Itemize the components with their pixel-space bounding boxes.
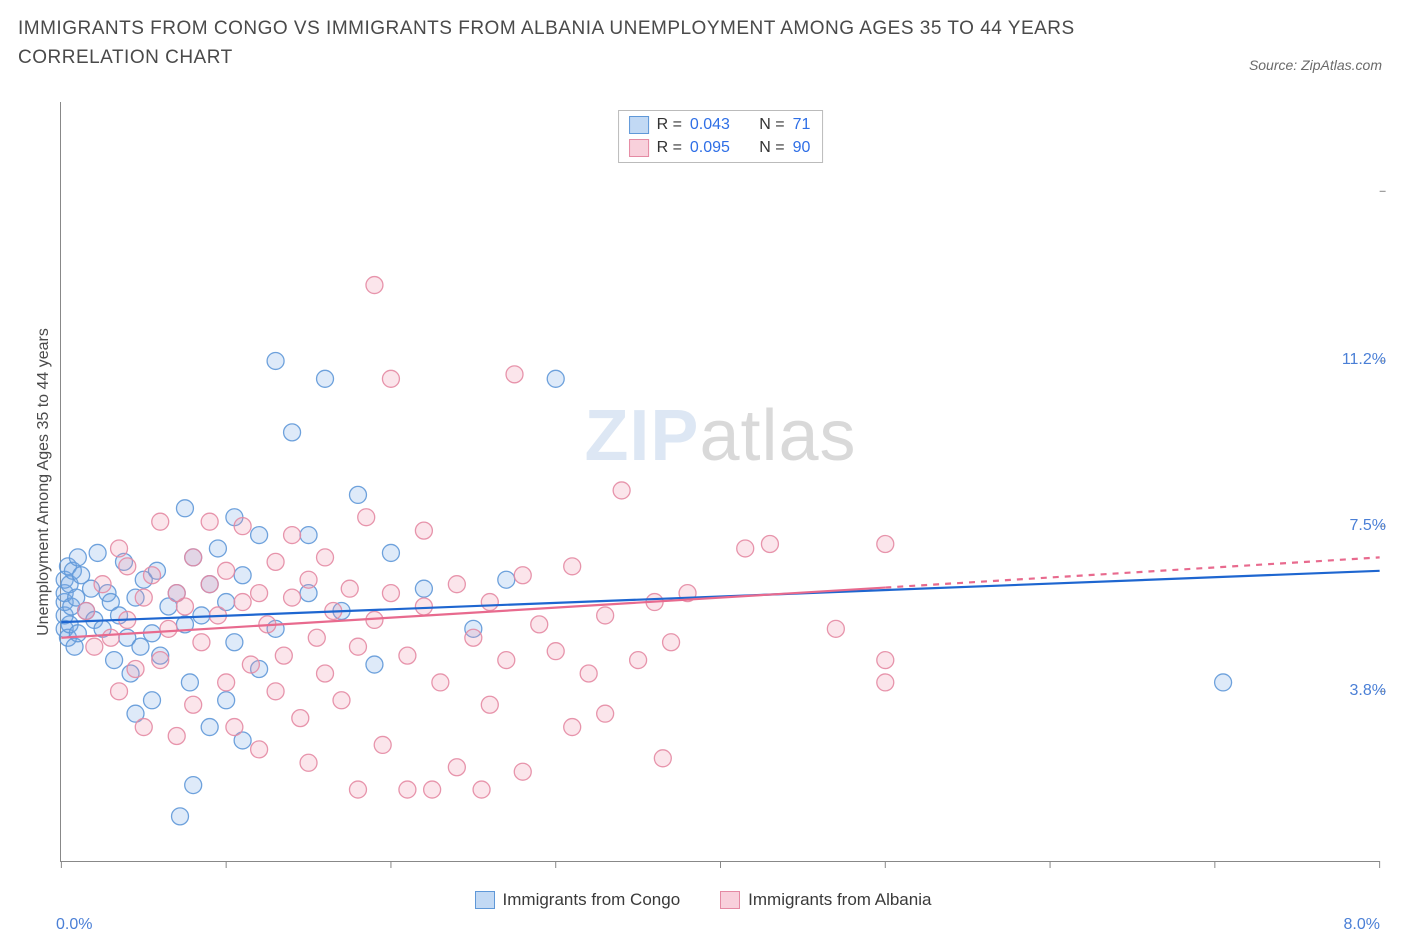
swatch-albania xyxy=(629,139,649,157)
source-attribution: Source: ZipAtlas.com xyxy=(1249,57,1382,73)
legend-row-albania: R = 0.095 N = 90 xyxy=(629,136,811,159)
x-tick-label: 0.0% xyxy=(56,916,92,934)
correlation-legend: R = 0.043 N = 71 R = 0.095 N = 90 xyxy=(618,110,824,163)
y-tick-label: 3.8% xyxy=(1350,682,1386,700)
swatch-congo-icon xyxy=(475,891,495,909)
legend-item-albania: Immigrants from Albania xyxy=(720,890,931,910)
series-legend: Immigrants from Congo Immigrants from Al… xyxy=(18,890,1388,910)
y-axis-label: Unemployment Among Ages 35 to 44 years xyxy=(35,328,53,636)
correlation-chart: Unemployment Among Ages 35 to 44 years Z… xyxy=(18,92,1388,912)
legend-row-congo: R = 0.043 N = 71 xyxy=(629,113,811,136)
x-tick-label: 8.0% xyxy=(1344,916,1380,934)
legend-label-congo: Immigrants from Congo xyxy=(503,890,681,910)
swatch-albania-icon xyxy=(720,891,740,909)
legend-item-congo: Immigrants from Congo xyxy=(475,890,681,910)
legend-label-albania: Immigrants from Albania xyxy=(748,890,931,910)
plot-area: ZIPatlas R = 0.043 N = 71 R = 0.095 N = … xyxy=(60,102,1380,862)
y-tick-label: 11.2% xyxy=(1342,351,1386,369)
page-title: IMMIGRANTS FROM CONGO VS IMMIGRANTS FROM… xyxy=(18,14,1158,73)
y-tick-label: 7.5% xyxy=(1350,517,1386,535)
swatch-congo xyxy=(629,116,649,134)
